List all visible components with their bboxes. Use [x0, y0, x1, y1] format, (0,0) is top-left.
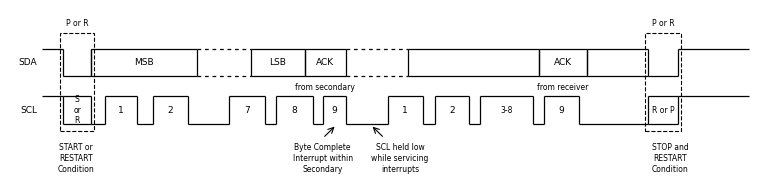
- Text: 2: 2: [449, 106, 455, 115]
- Text: SCL: SCL: [20, 106, 37, 115]
- Text: ACK: ACK: [554, 58, 572, 67]
- Bar: [645, 33, 681, 131]
- Text: START or
RESTART
Condition: START or RESTART Condition: [57, 143, 94, 174]
- Text: from secondary: from secondary: [295, 83, 355, 92]
- Text: 3-8: 3-8: [500, 106, 513, 115]
- Text: 2: 2: [168, 106, 173, 115]
- Text: 8: 8: [292, 106, 297, 115]
- Text: 9: 9: [559, 106, 564, 115]
- Bar: [60, 33, 94, 131]
- Text: S
or
R: S or R: [73, 95, 81, 125]
- Text: 9: 9: [331, 106, 337, 115]
- Text: R or P: R or P: [652, 106, 675, 115]
- Text: LSB: LSB: [269, 58, 286, 67]
- Text: P or R: P or R: [652, 19, 675, 28]
- Text: SDA: SDA: [19, 58, 37, 67]
- Text: 7: 7: [244, 106, 250, 115]
- Text: 1: 1: [402, 106, 408, 115]
- Text: from receiver: from receiver: [537, 83, 588, 92]
- Text: P or R: P or R: [66, 19, 89, 28]
- Text: 1: 1: [118, 106, 124, 115]
- Text: MSB: MSB: [134, 58, 154, 67]
- Text: ACK: ACK: [317, 58, 334, 67]
- Text: Byte Complete
Interrupt within
Secondary: Byte Complete Interrupt within Secondary: [293, 143, 353, 174]
- Text: SCL held low
while servicing
interrupts: SCL held low while servicing interrupts: [371, 143, 428, 174]
- Text: STOP and
RESTART
Condition: STOP and RESTART Condition: [652, 143, 689, 174]
